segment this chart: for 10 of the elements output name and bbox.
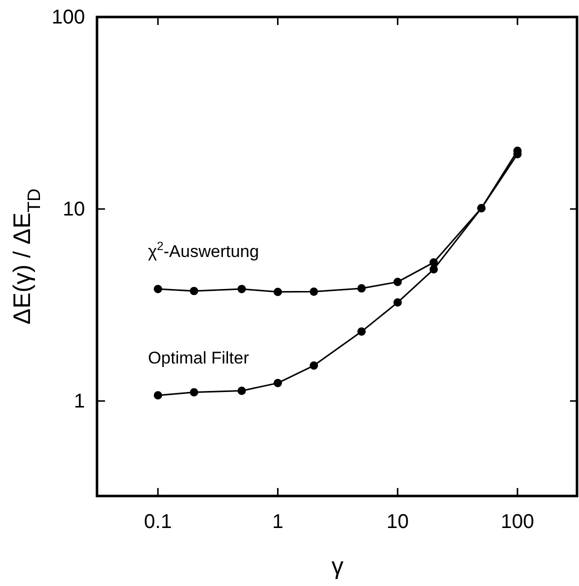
annotation: Optimal Filter xyxy=(148,348,250,368)
x-tick-label: 0.1 xyxy=(144,511,172,534)
y-tick-label: 1 xyxy=(74,390,85,412)
x-tick-label: 1 xyxy=(272,511,284,534)
x-tick-label: 100 xyxy=(500,511,534,534)
x-tick-label: 10 xyxy=(386,511,409,534)
annotation: χ$^{2}$-Auswertung xyxy=(148,239,259,262)
x-axis-title: γ xyxy=(332,553,344,580)
y-tick-label: 10 xyxy=(62,198,85,220)
y-tick-label: 100 xyxy=(52,6,85,28)
